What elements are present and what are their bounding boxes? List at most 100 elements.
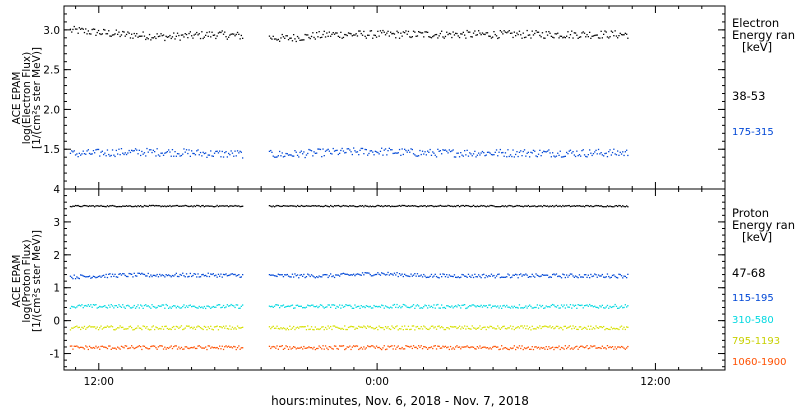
- data-point: [155, 326, 157, 328]
- data-point: [281, 205, 283, 207]
- data-point: [546, 274, 549, 276]
- data-point: [298, 347, 300, 349]
- data-point: [587, 325, 589, 327]
- data-point: [564, 307, 566, 309]
- data-point: [498, 206, 500, 208]
- data-point: [515, 273, 517, 275]
- data-point: [198, 154, 200, 156]
- data-point: [447, 327, 449, 329]
- data-point: [549, 306, 551, 308]
- data-point: [416, 304, 419, 306]
- data-point: [532, 34, 535, 36]
- data-point: [192, 152, 194, 155]
- data-point: [321, 276, 323, 278]
- data-point: [316, 32, 318, 34]
- data-point: [430, 273, 433, 276]
- data-point: [460, 205, 462, 207]
- data-point: [296, 304, 299, 306]
- data-point: [152, 37, 154, 39]
- data-point: [118, 205, 120, 208]
- data-point: [532, 205, 535, 207]
- data-point: [402, 204, 404, 207]
- data-point: [137, 345, 139, 348]
- data-point: [131, 33, 133, 35]
- data-point: [228, 152, 230, 155]
- data-point: [284, 347, 286, 349]
- data-point: [603, 325, 605, 328]
- data-point: [228, 305, 230, 307]
- data-point: [423, 153, 425, 155]
- data-point: [535, 206, 537, 208]
- data-point: [290, 348, 292, 350]
- data-point: [435, 275, 438, 278]
- data-point: [401, 204, 403, 207]
- data-point: [437, 276, 439, 279]
- data-point: [138, 35, 140, 37]
- data-point: [361, 272, 364, 274]
- data-point: [156, 348, 158, 350]
- data-point: [428, 328, 430, 331]
- data-point: [290, 37, 292, 39]
- data-point: [242, 326, 244, 328]
- data-point: [430, 154, 433, 156]
- data-point: [129, 325, 132, 327]
- data-point: [229, 205, 231, 207]
- data-point: [356, 151, 359, 153]
- data-point: [182, 348, 184, 350]
- electron-legend-title-3: [keV]: [742, 40, 772, 54]
- data-point: [96, 347, 98, 349]
- data-point: [342, 272, 345, 274]
- data-point: [405, 345, 407, 347]
- data-point: [546, 205, 549, 207]
- data-point: [430, 325, 433, 327]
- data-point: [508, 274, 510, 276]
- data-point: [386, 205, 388, 207]
- data-point: [270, 306, 272, 308]
- data-point: [503, 304, 505, 307]
- data-point: [539, 205, 541, 207]
- data-point: [398, 204, 401, 207]
- data-point: [469, 305, 471, 307]
- data-point: [207, 35, 209, 37]
- data-point: [423, 346, 425, 348]
- data-point: [387, 150, 389, 152]
- data-point: [475, 156, 477, 158]
- data-point: [425, 31, 427, 33]
- data-point: [526, 347, 528, 349]
- data-point: [549, 152, 551, 154]
- data-point: [286, 273, 288, 276]
- data-point: [516, 204, 518, 207]
- data-point: [416, 347, 419, 350]
- data-point: [213, 206, 216, 208]
- data-point: [179, 273, 181, 276]
- data-point: [110, 304, 112, 306]
- data-point: [409, 151, 411, 153]
- data-point: [580, 326, 582, 328]
- data-point: [583, 206, 586, 208]
- data-point: [213, 152, 216, 154]
- data-point: [160, 345, 162, 347]
- data-point: [171, 149, 174, 151]
- data-point: [182, 305, 184, 308]
- data-point: [624, 348, 626, 350]
- data-point: [397, 205, 399, 207]
- data-point: [230, 150, 232, 152]
- data-point: [125, 33, 128, 36]
- data-point: [577, 37, 579, 39]
- data-point: [151, 204, 153, 207]
- data-point: [611, 306, 614, 308]
- data-point: [101, 345, 103, 347]
- data-point: [225, 36, 227, 38]
- data-point: [164, 205, 166, 207]
- data-point: [215, 306, 217, 308]
- data-point: [217, 304, 220, 306]
- data-point: [170, 307, 172, 309]
- data-point: [201, 347, 203, 349]
- data-point: [419, 328, 421, 330]
- data-point: [549, 347, 551, 350]
- data-point: [90, 347, 92, 349]
- data-point: [160, 33, 162, 35]
- data-point: [201, 31, 203, 33]
- data-point: [331, 205, 333, 207]
- data-point: [597, 205, 600, 207]
